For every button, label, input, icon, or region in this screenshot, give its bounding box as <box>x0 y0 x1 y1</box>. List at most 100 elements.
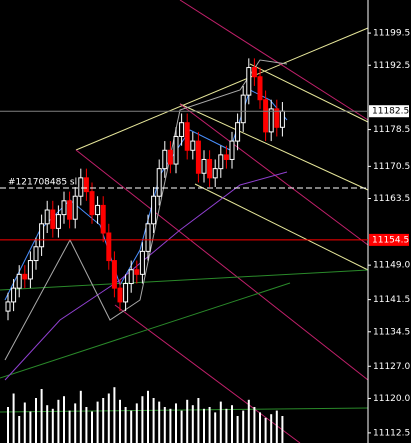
candle-body <box>106 232 112 262</box>
volume-bar <box>219 401 222 443</box>
candle-body <box>95 204 101 216</box>
trend-line <box>194 183 369 271</box>
candle-body <box>268 108 274 133</box>
pitchfork-line <box>75 149 369 381</box>
y-tick-label: 11192.5 <box>373 61 410 71</box>
y-tick-label: 11178.5 <box>373 125 410 135</box>
bollinger-band <box>4 59 288 361</box>
volume-bar <box>259 412 261 443</box>
volume-bar <box>214 412 217 443</box>
candle-body <box>89 191 95 216</box>
volume-bar <box>91 411 93 443</box>
price-tag <box>369 233 409 246</box>
volume-bar <box>119 399 121 443</box>
y-tick-label: 11199.5 <box>373 29 410 39</box>
volume-bar <box>68 410 71 443</box>
volume-bar <box>197 398 200 443</box>
candle-body <box>195 140 201 174</box>
volume-bar <box>51 408 54 443</box>
candle-body <box>139 250 145 275</box>
y-tick-label: 11170.5 <box>373 162 410 172</box>
candle-body <box>111 260 117 289</box>
candle-body <box>39 223 45 248</box>
volume-bar <box>169 408 172 443</box>
candle-body <box>184 122 190 151</box>
price-tag-label: 11182.5 <box>372 107 409 117</box>
volume-bar <box>23 402 26 443</box>
volume-bar <box>231 405 233 443</box>
volume-bar <box>236 416 239 443</box>
candle-body <box>44 209 50 225</box>
y-tick-label: 11141.5 <box>373 295 410 305</box>
candle-body <box>162 149 168 170</box>
y-tick-label: 11127.0 <box>373 362 410 372</box>
volume-bar <box>57 399 60 443</box>
volume-bar <box>281 416 284 443</box>
volume-bar <box>102 398 105 443</box>
candle-body <box>179 122 185 137</box>
candle-body <box>263 99 269 133</box>
support-line <box>0 269 369 291</box>
volume-bar <box>152 398 155 443</box>
volume-bar <box>270 414 273 443</box>
volume-bar <box>242 410 245 443</box>
support-line <box>0 282 291 379</box>
candle-body <box>229 140 235 160</box>
y-tick-label: 11120.0 <box>373 394 410 404</box>
candle-body <box>173 135 179 165</box>
candle-body <box>5 301 11 312</box>
candle-body <box>67 200 73 220</box>
y-tick-label: 11112.5 <box>373 428 410 438</box>
candle-body <box>207 158 213 179</box>
volume-bar <box>35 398 37 443</box>
volume-bar <box>147 390 149 443</box>
candle-body <box>279 110 285 128</box>
moving-average <box>4 171 288 381</box>
candle-body <box>50 209 56 229</box>
candle-body <box>212 168 218 179</box>
candle-body <box>16 273 22 289</box>
candle-body <box>246 67 252 96</box>
volume-bar <box>113 387 116 443</box>
volume-bar <box>7 407 9 443</box>
volume-bar <box>141 396 144 443</box>
candle-body <box>251 67 257 78</box>
candle-body <box>33 246 39 262</box>
volume-bar <box>18 416 21 443</box>
candle-body <box>61 200 67 216</box>
candle-body <box>235 122 241 142</box>
volume-bar <box>225 408 228 443</box>
volume-bar <box>12 393 15 443</box>
y-tick-label: 11134.5 <box>373 327 410 337</box>
candle-body <box>128 269 134 285</box>
volume-bar <box>46 405 49 443</box>
candle-body <box>55 214 61 229</box>
volume-bar <box>40 389 43 443</box>
volume-bar <box>107 393 110 443</box>
volume-bar <box>96 401 99 443</box>
candle-body <box>83 177 89 193</box>
volume-bar <box>208 407 211 443</box>
volume-bar <box>29 411 32 443</box>
volume-bar <box>124 407 127 443</box>
candle-body <box>218 154 224 170</box>
candle-body <box>274 108 280 128</box>
trend-line <box>179 103 369 191</box>
pitchfork-line <box>114 304 301 443</box>
trend-line <box>75 27 369 151</box>
volume-bar <box>191 405 194 443</box>
candle-body <box>123 283 129 303</box>
pitchfork-line <box>179 0 369 121</box>
volume-bar <box>158 401 161 443</box>
volume-bar <box>74 403 77 443</box>
pitchfork-line <box>179 103 369 246</box>
candle-body <box>223 154 229 160</box>
candle-body <box>145 223 151 252</box>
volume-bar <box>253 407 256 443</box>
candle-body <box>134 269 140 275</box>
volume-bar <box>275 410 278 443</box>
volume-bar <box>135 403 138 443</box>
candle-body <box>167 149 173 165</box>
candle-body <box>156 168 162 197</box>
